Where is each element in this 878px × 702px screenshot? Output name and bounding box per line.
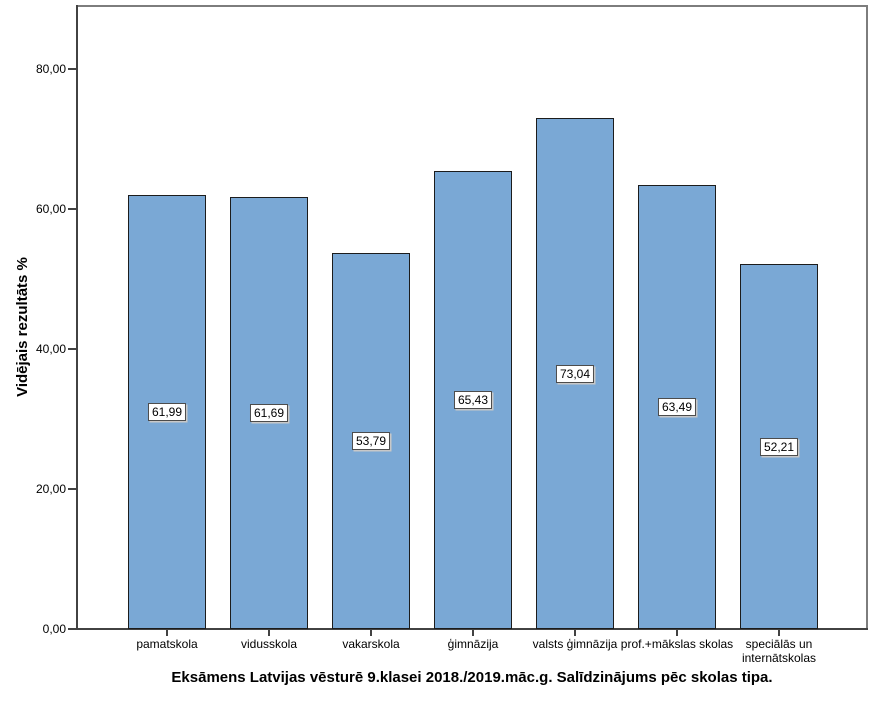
- x-axis-category-label: prof.+mākslas skolas: [620, 637, 734, 651]
- x-tick-mark: [268, 630, 270, 636]
- y-tick-mark: [68, 208, 76, 210]
- y-tick-label: 60,00: [35, 202, 66, 216]
- x-tick-mark: [166, 630, 168, 636]
- x-tick-mark: [676, 630, 678, 636]
- y-tick-mark: [68, 628, 76, 630]
- x-tick-mark: [778, 630, 780, 636]
- y-tick-mark: [68, 488, 76, 490]
- bar-value-label: 61,69: [249, 404, 289, 422]
- chart-title: Eksāmens Latvijas vēsturē 9.klasei 2018.…: [171, 669, 773, 686]
- y-tick-label: 20,00: [35, 482, 66, 496]
- y-tick-label: 80,00: [35, 62, 66, 76]
- x-axis-category-label: ģimnāzija: [447, 637, 499, 651]
- x-tick-mark: [472, 630, 474, 636]
- x-axis-line: [76, 628, 868, 630]
- x-tick-mark: [370, 630, 372, 636]
- bar-value-label: 63,49: [657, 398, 697, 416]
- y-tick-mark: [68, 348, 76, 350]
- x-axis-category-label: valsts ģimnāzija: [532, 637, 618, 651]
- y-tick-label: 0,00: [42, 622, 66, 636]
- bar-value-label: 65,43: [453, 391, 493, 409]
- x-axis-category-label: vakarskola: [342, 637, 400, 651]
- y-axis-line: [76, 5, 78, 630]
- bar-value-label: 52,21: [759, 437, 799, 456]
- bar-value-label: 61,99: [147, 403, 187, 421]
- y-axis-title: Vidējais rezultāts %: [14, 257, 31, 397]
- x-axis-category-label: speciālās un internātskolas: [741, 637, 817, 665]
- bar-value-label: 53,79: [351, 432, 391, 450]
- x-axis-category-label: vidusskola: [240, 637, 298, 651]
- y-tick-label: 40,00: [35, 342, 66, 356]
- bar-value-label: 73,04: [555, 364, 595, 383]
- x-tick-mark: [574, 630, 576, 636]
- y-tick-mark: [68, 68, 76, 70]
- x-axis-category-label: pamatskola: [136, 637, 198, 651]
